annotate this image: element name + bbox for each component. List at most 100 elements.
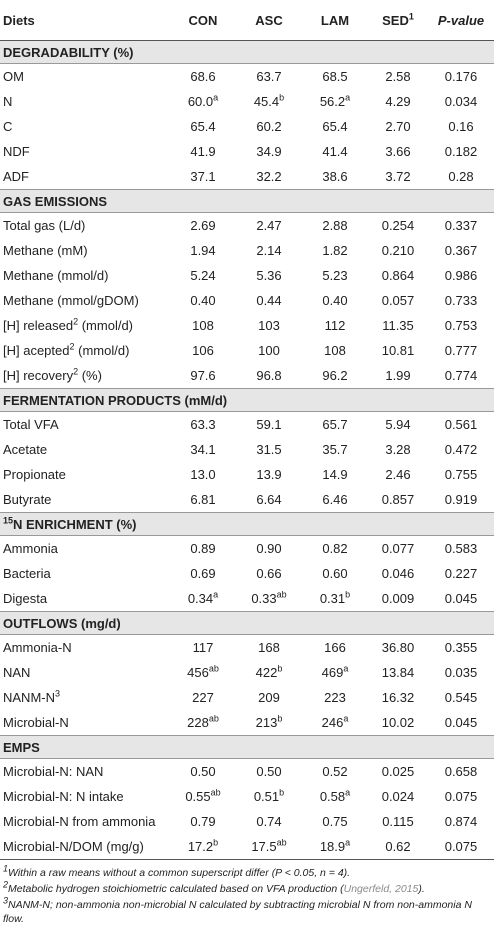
section-title: OUTFLOWS (mg/d) [0, 611, 494, 635]
cell-con: 0.69 [190, 566, 216, 581]
cell-con: 37.1 [190, 169, 216, 184]
cell-p-value: 0.583 [444, 541, 478, 556]
cell-lam: 0.60 [322, 566, 348, 581]
cell-sed: 3.28 [385, 442, 411, 457]
cell-con: 13.0 [190, 467, 216, 482]
cell-p-value: 0.227 [444, 566, 478, 581]
cell-p-value: 0.337 [444, 218, 478, 233]
row-label: NANM-N3 [3, 688, 61, 705]
cell-con: 65.4 [190, 119, 216, 134]
cell-sed: 0.857 [381, 492, 415, 507]
table-row: Microbial-N/DOM (mg/g) 17.2b 17.5ab 18.9a 0.… [0, 834, 494, 859]
cell-sed: 36.80 [381, 640, 415, 655]
row-label: OM [3, 69, 24, 84]
table-row: NANM-N3 227 209 223 16.32 0.545 [0, 685, 494, 710]
cell-asc: 34.9 [256, 144, 282, 159]
cell-lam: 68.5 [322, 69, 348, 84]
cell-p-value: 0.755 [444, 467, 478, 482]
cell-p-value: 0.986 [444, 268, 478, 283]
cell-lam: 14.9 [322, 467, 348, 482]
cell-con: 0.79 [190, 814, 216, 829]
cell-lam: 0.58a [319, 787, 351, 804]
cell-asc: 96.8 [256, 368, 282, 383]
row-label: Methane (mmol/gDOM) [3, 293, 139, 308]
cell-lam: 41.4 [322, 144, 348, 159]
row-label: Microbial-N [3, 715, 69, 730]
table-header: Diets CON ASC LAM SED1 P-value [0, 0, 494, 41]
cell-p-value: 0.733 [444, 293, 478, 308]
cell-asc: 103 [258, 318, 280, 333]
table-row: Microbial-N: NAN 0.50 0.50 0.52 0.025 0.658 [0, 759, 494, 785]
cell-con: 6.81 [190, 492, 216, 507]
cell-sed: 0.057 [381, 293, 415, 308]
row-label: Ammonia-N [3, 640, 72, 655]
cell-lam: 2.88 [322, 218, 348, 233]
cell-con: 108 [192, 318, 214, 333]
section-header: FERMENTATION PRODUCTS (mM/d) [0, 388, 494, 412]
row-label: N [3, 94, 13, 109]
row-label: Ammonia [3, 541, 58, 556]
cell-p-value: 0.075 [444, 839, 478, 854]
cell-asc: 0.44 [256, 293, 282, 308]
table-row: N 60.0a 45.4b 56.2a 4.29 0.034 [0, 89, 494, 114]
section-header: 15N ENRICHMENT (%) [0, 512, 494, 536]
table-row: [H] acepted2 (mmol/d) 106 100 108 10.81 0.777 [0, 338, 494, 363]
cell-asc: 213b [255, 713, 283, 730]
cell-asc: 0.51b [253, 787, 285, 804]
cell-lam: 65.4 [322, 119, 348, 134]
cell-lam: 65.7 [322, 417, 348, 432]
cell-con: 97.6 [190, 368, 216, 383]
section-header: GAS EMISSIONS [0, 189, 494, 213]
table-row: Acetate 34.1 31.5 35.7 3.28 0.472 [0, 437, 494, 462]
cell-p-value: 0.035 [444, 665, 478, 680]
table-row: [H] recovery2 (%) 97.6 96.8 96.2 1.99 0.774 [0, 363, 494, 389]
table-row: Butyrate 6.81 6.64 6.46 0.857 0.919 [0, 487, 494, 513]
cell-con: 0.50 [190, 764, 216, 779]
cell-asc: 0.66 [256, 566, 282, 581]
cell-asc: 32.2 [256, 169, 282, 184]
table-row: Methane (mmol/gDOM) 0.40 0.44 0.40 0.057 0.73… [0, 288, 494, 313]
cell-p-value: 0.045 [444, 715, 478, 730]
cell-asc: 6.64 [256, 492, 282, 507]
cell-lam: 246a [321, 713, 349, 730]
cell-lam: 223 [324, 690, 346, 705]
cell-p-value: 0.472 [444, 442, 478, 457]
cell-sed: 0.62 [385, 839, 411, 854]
cell-asc: 168 [258, 640, 280, 655]
cell-con: 106 [192, 343, 214, 358]
row-label: Total VFA [3, 417, 59, 432]
section-title: EMPS [0, 735, 494, 759]
cell-con: 228ab [187, 713, 219, 730]
header-p-value: P-value [428, 0, 494, 41]
citation-link[interactable]: Ungerfeld, 2015 [343, 883, 419, 895]
cell-p-value: 0.034 [444, 94, 478, 109]
cell-asc: 0.33ab [251, 589, 287, 606]
cell-p-value: 0.561 [444, 417, 478, 432]
cell-sed: 0.025 [381, 764, 415, 779]
cell-asc: 31.5 [256, 442, 282, 457]
cell-lam: 96.2 [322, 368, 348, 383]
cell-sed: 5.94 [385, 417, 411, 432]
cell-asc: 2.14 [256, 243, 282, 258]
cell-lam: 0.52 [322, 764, 348, 779]
cell-con: 2.69 [190, 218, 216, 233]
cell-con: 1.94 [190, 243, 216, 258]
cell-lam: 0.31b [319, 589, 351, 606]
cell-p-value: 0.355 [444, 640, 478, 655]
cell-p-value: 0.16 [448, 119, 474, 134]
cell-p-value: 0.658 [444, 764, 478, 779]
cell-con: 0.55ab [185, 787, 221, 804]
cell-con: 68.6 [190, 69, 216, 84]
row-label: Butyrate [3, 492, 52, 507]
row-label: C [3, 119, 13, 134]
cell-lam: 166 [324, 640, 346, 655]
row-label: [H] acepted2 (mmol/d) [3, 341, 130, 358]
cell-lam: 5.23 [322, 268, 348, 283]
row-label: NDF [3, 144, 30, 159]
cell-p-value: 0.919 [444, 492, 478, 507]
row-label: Total gas (L/d) [3, 218, 86, 233]
row-label: Bacteria [3, 566, 51, 581]
cell-asc: 63.7 [256, 69, 282, 84]
section-header: EMPS [0, 735, 494, 759]
row-label: [H] released2 (mmol/d) [3, 316, 133, 333]
